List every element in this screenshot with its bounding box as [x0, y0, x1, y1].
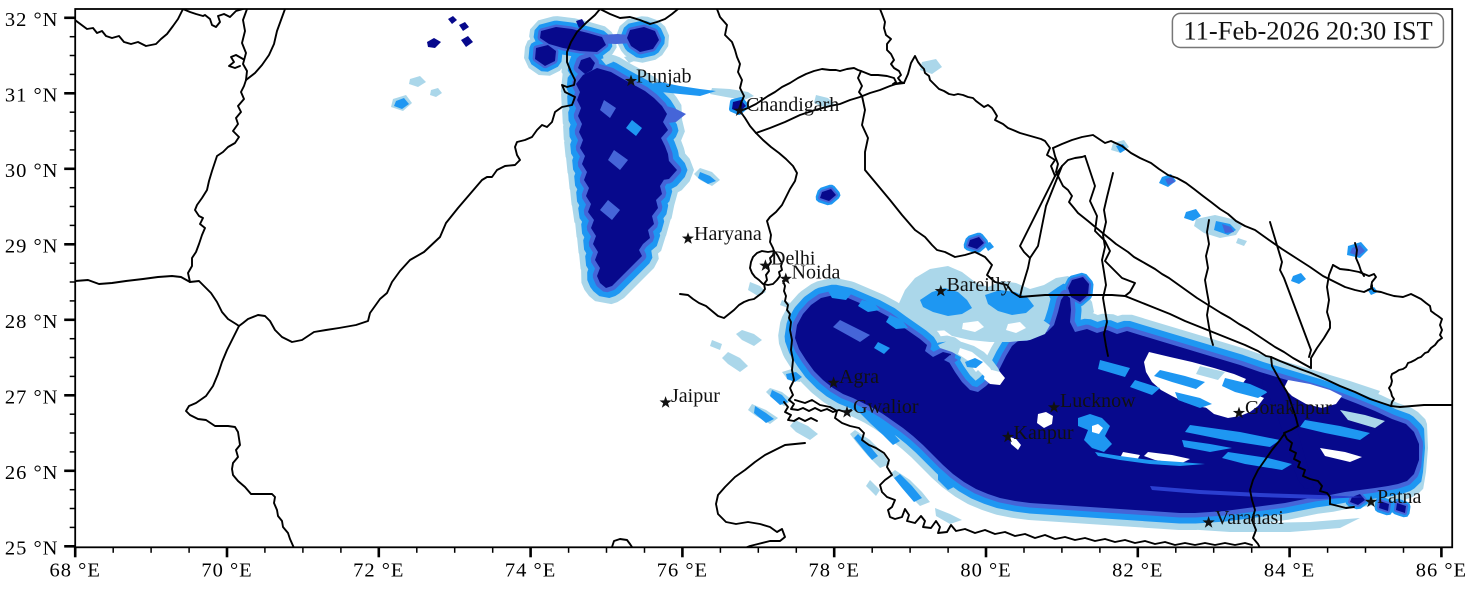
svg-text:Punjab: Punjab — [636, 66, 692, 88]
svg-text:82 °E: 82 °E — [1112, 560, 1163, 582]
svg-text:Haryana: Haryana — [694, 223, 762, 245]
svg-text:Lucknow: Lucknow — [1060, 390, 1136, 412]
svg-text:70 °E: 70 °E — [201, 560, 252, 582]
svg-text:76 °E: 76 °E — [657, 560, 708, 582]
svg-text:86 °E: 86 °E — [1416, 560, 1467, 582]
svg-text:30 °N: 30 °N — [5, 160, 59, 182]
svg-text:26 °N: 26 °N — [5, 462, 59, 484]
svg-text:84 °E: 84 °E — [1264, 560, 1315, 582]
svg-text:Varanasi: Varanasi — [1215, 507, 1284, 529]
svg-text:Noida: Noida — [792, 262, 841, 284]
svg-text:Jaipur: Jaipur — [671, 385, 720, 407]
svg-text:Patna: Patna — [1377, 486, 1422, 508]
svg-text:68 °E: 68 °E — [50, 560, 101, 582]
svg-text:Bareilly: Bareilly — [947, 274, 1011, 296]
svg-text:29 °N: 29 °N — [5, 235, 59, 257]
svg-text:74 °E: 74 °E — [505, 560, 556, 582]
svg-text:28 °N: 28 °N — [5, 311, 59, 333]
svg-text:78 °E: 78 °E — [809, 560, 860, 582]
svg-text:Chandigarh: Chandigarh — [746, 94, 839, 116]
svg-text:31 °N: 31 °N — [5, 84, 59, 106]
svg-text:Kanpur: Kanpur — [1014, 422, 1074, 444]
svg-text:Delhi: Delhi — [771, 248, 816, 270]
svg-text:Agra: Agra — [839, 366, 879, 388]
svg-text:Gwalior: Gwalior — [853, 396, 919, 418]
svg-text:80 °E: 80 °E — [960, 560, 1011, 582]
svg-text:Gorakhpur: Gorakhpur — [1245, 397, 1332, 419]
svg-text:25 °N: 25 °N — [5, 537, 59, 559]
svg-text:11-Feb-2026 20:30 IST: 11-Feb-2026 20:30 IST — [1183, 16, 1432, 46]
svg-text:32 °N: 32 °N — [5, 9, 59, 31]
svg-text:27 °N: 27 °N — [5, 386, 59, 408]
svg-text:72 °E: 72 °E — [353, 560, 404, 582]
